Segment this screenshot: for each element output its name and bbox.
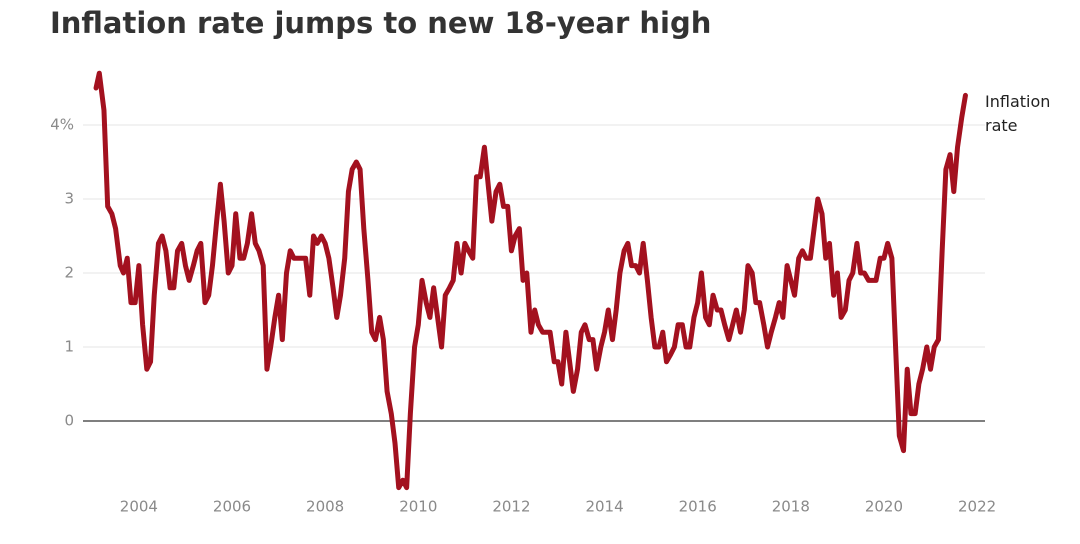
x-tick-label: 2004: [120, 498, 158, 516]
y-tick-label: 0: [64, 412, 74, 430]
line: [93, 70, 968, 491]
x-tick-label: 2022: [958, 498, 996, 516]
x-tick-label: 2018: [772, 498, 810, 516]
x-tick-label: 2014: [585, 498, 623, 516]
y-tick-label: 4%: [50, 116, 74, 134]
x-tick-label: 2012: [492, 498, 530, 516]
y-tick-label: 1: [64, 338, 74, 356]
x-tick-label: 2016: [679, 498, 717, 516]
x-tick-label: 2010: [399, 498, 437, 516]
x-tick-label: 2008: [306, 498, 344, 516]
x-tick-label: 2020: [865, 498, 903, 516]
x-tick-label: 2006: [213, 498, 251, 516]
y-tick-label: 2: [64, 264, 74, 282]
series-label: Inflation rate: [985, 92, 1051, 135]
chart-title: Inflation rate jumps to new 18-year high: [50, 6, 712, 40]
y-tick-label: 3: [64, 190, 74, 208]
